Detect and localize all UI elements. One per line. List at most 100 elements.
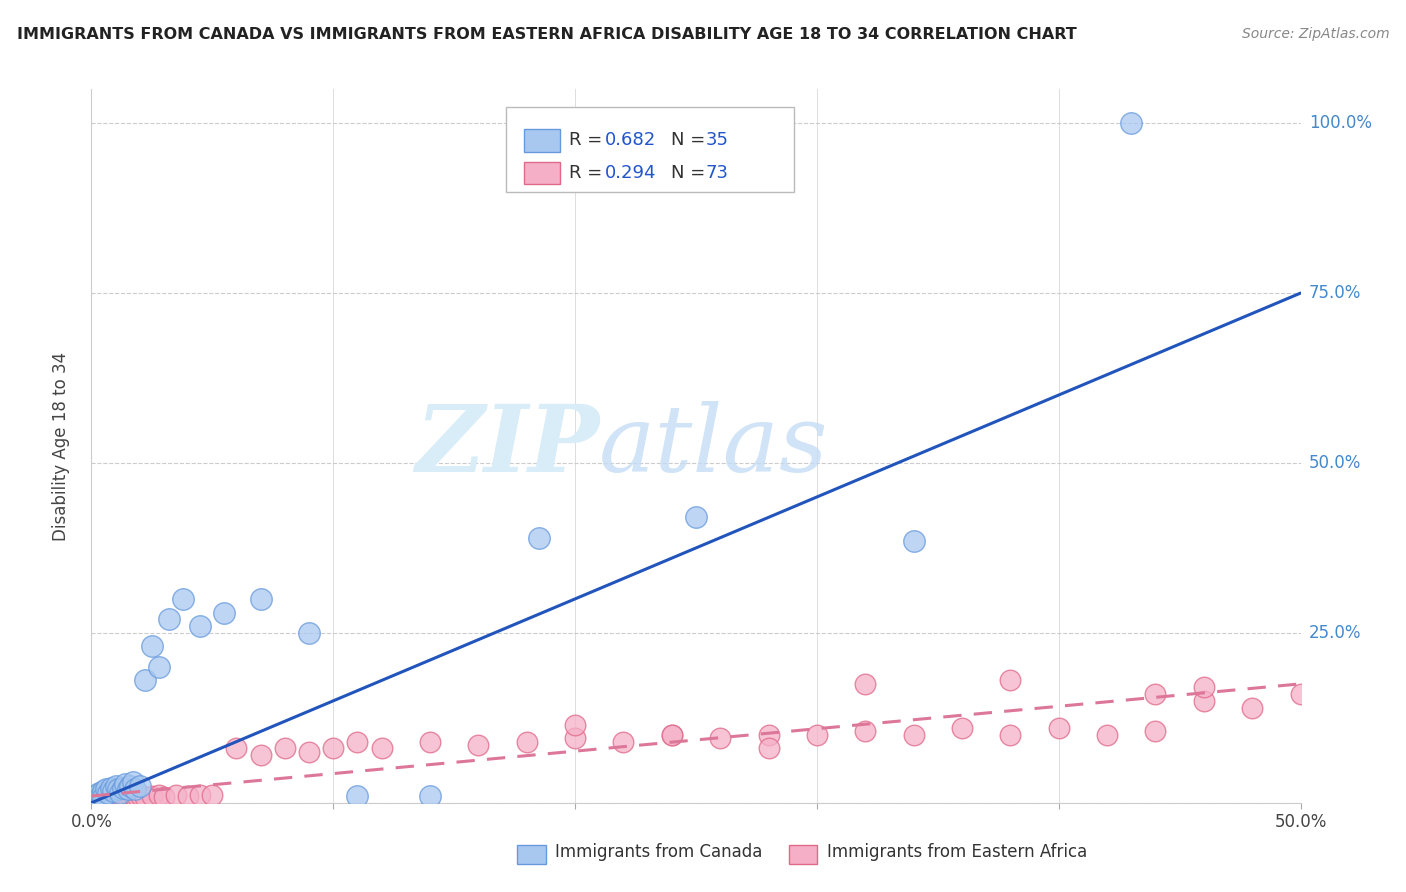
Point [685,510,707,524]
Point [107,787,129,801]
Point [97,789,120,803]
Point [661,728,683,742]
Point [188,619,211,633]
Point [93,786,115,800]
Point [903,534,925,549]
Text: 0.682: 0.682 [605,131,655,149]
Point [128,779,150,793]
Point [157,612,180,626]
Point [1121,116,1143,130]
Point [84,788,107,802]
Y-axis label: Disability Age 18 to 34: Disability Age 18 to 34 [52,351,70,541]
Point [110,786,132,800]
Point [298,626,321,640]
Point [120,789,142,803]
Point [527,531,550,545]
Point [346,734,368,748]
Point [346,789,368,803]
Point [83,789,105,803]
Point [370,741,392,756]
Point [249,748,271,763]
Point [97,786,120,800]
Point [564,731,586,746]
Point [87,786,110,800]
Text: 0.294: 0.294 [605,164,657,182]
Point [134,790,156,805]
Point [111,780,134,795]
Point [104,790,127,805]
Point [111,789,134,804]
Text: R =: R = [569,164,609,182]
Text: IMMIGRANTS FROM CANADA VS IMMIGRANTS FROM EASTERN AFRICA DISABILITY AGE 18 TO 34: IMMIGRANTS FROM CANADA VS IMMIGRANTS FRO… [17,27,1077,42]
Point [100,780,122,795]
Point [709,731,731,746]
Point [107,782,129,797]
Point [419,734,441,748]
Point [111,786,134,800]
Point [101,783,124,797]
Text: N =: N = [671,131,710,149]
Point [950,721,973,735]
Point [110,788,132,802]
Point [87,789,110,803]
Point [128,788,150,802]
Point [1144,687,1167,701]
Point [1000,673,1022,688]
Point [172,591,194,606]
Point [114,789,136,803]
Point [249,591,271,606]
Text: N =: N = [671,164,710,182]
Point [188,788,211,802]
Point [516,734,538,748]
Point [101,789,124,803]
Point [114,777,136,791]
Point [1192,680,1215,694]
Text: 50.0%: 50.0% [1309,454,1361,472]
Point [93,790,115,805]
Point [127,789,149,803]
Point [90,788,112,802]
Point [298,745,321,759]
Point [758,728,780,742]
Point [100,789,122,804]
Point [94,789,117,804]
Point [124,790,146,805]
Point [1289,687,1312,701]
Point [467,738,489,752]
Point [141,640,163,654]
Point [117,786,139,800]
Point [90,788,112,802]
Point [110,790,132,805]
Point [148,660,170,674]
Text: Source: ZipAtlas.com: Source: ZipAtlas.com [1241,27,1389,41]
Text: 73: 73 [706,164,728,182]
Point [83,792,105,806]
Text: 100.0%: 100.0% [1309,114,1372,132]
Text: R =: R = [569,131,609,149]
Text: Immigrants from Canada: Immigrants from Canada [555,843,762,861]
Point [225,741,247,756]
Text: Immigrants from Eastern Africa: Immigrants from Eastern Africa [827,843,1087,861]
Point [93,790,115,805]
Point [274,741,297,756]
Point [853,677,876,691]
Point [93,783,115,797]
Point [148,788,170,802]
Point [153,789,176,804]
Point [90,791,112,805]
Point [121,775,143,789]
Point [124,782,146,797]
Point [94,786,117,800]
Point [104,786,127,800]
Point [94,782,117,797]
Point [322,741,344,756]
Point [141,789,163,803]
Point [121,788,143,802]
Point [165,789,187,803]
Point [107,789,129,804]
Point [101,785,124,799]
Point [1192,694,1215,708]
Point [419,789,441,803]
Point [612,734,634,748]
Point [201,789,224,803]
